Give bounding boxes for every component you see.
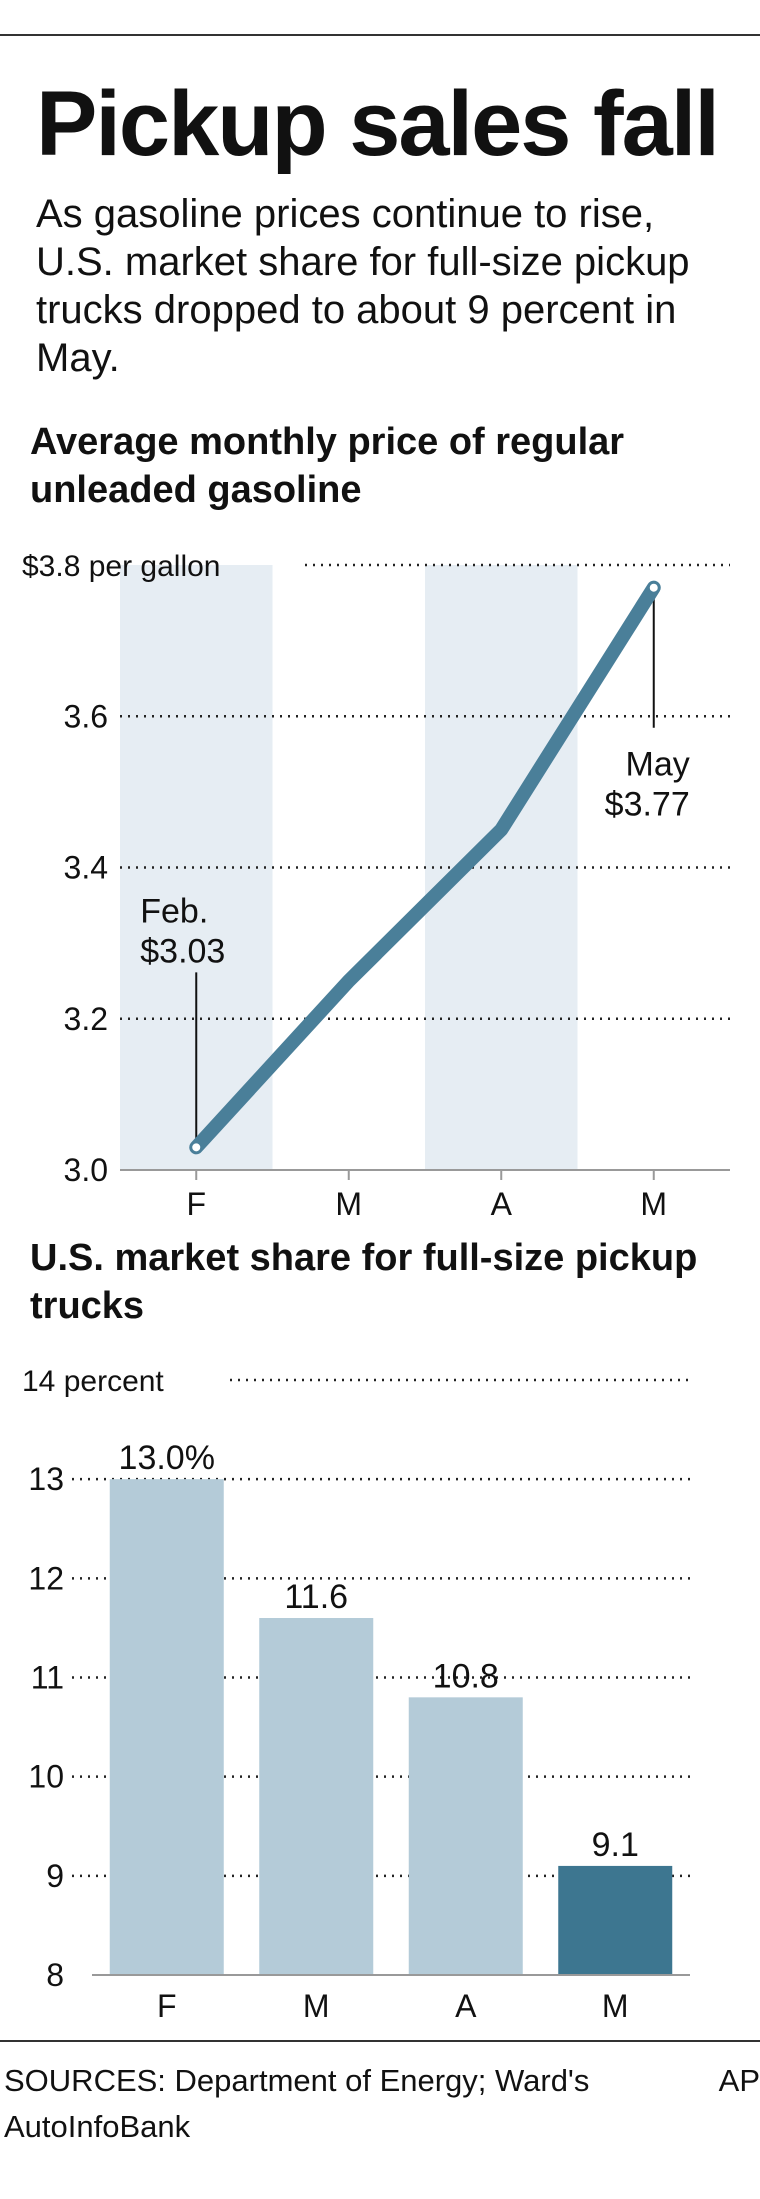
y-tick-label: $3.8 per gallon <box>22 550 221 583</box>
sources-note: SOURCES: Department of Energy; Ward's Au… <box>4 2063 590 2144</box>
bar <box>109 1479 224 1975</box>
annotation-value: $3.03 <box>140 932 225 970</box>
market-share-bar-chart: 8 9 10 11 12 13 14 percent 13.0% 11.6 10.8 9.1 F M A M <box>22 1365 690 2024</box>
y-tick-label: 13 <box>28 1461 64 1497</box>
annotation-label: Feb. <box>140 892 208 930</box>
page-subtitle: As gasoline prices continue to rise, U.S… <box>36 192 690 380</box>
y-tick-label: 3.4 <box>64 850 108 886</box>
gasoline-price-line-chart: 3.0 3.2 3.4 3.6 $3.8 per gallon F M A M Feb.$3.03… <box>22 550 730 1222</box>
x-tick-label: A <box>455 1988 477 2024</box>
footer-rule <box>0 2040 760 2042</box>
y-tick-label: 8 <box>46 1957 64 1993</box>
x-tick-label: M <box>640 1186 667 1222</box>
data-point <box>190 1141 203 1154</box>
gas-chart-title: Average monthly price of regular unleade… <box>30 421 625 511</box>
x-tick-label: F <box>186 1186 206 1222</box>
share-chart-title: U.S. market share for full-size pickup t… <box>30 1237 698 1327</box>
bar <box>259 1618 374 1975</box>
shaded-band <box>425 565 578 1170</box>
bar-value-label: 11.6 <box>284 1578 348 1616</box>
x-tick-label: M <box>303 1988 330 2024</box>
x-tick-label: A <box>491 1186 513 1222</box>
bar-value-label: 10.8 <box>433 1657 499 1695</box>
y-tick-label: 3.2 <box>64 1001 108 1037</box>
y-tick-label: 9 <box>46 1858 64 1894</box>
bar-value-label: 9.1 <box>592 1826 639 1864</box>
annotation-label: May <box>626 746 690 784</box>
y-tick-label: 3.6 <box>64 698 108 734</box>
price-series-line <box>189 580 661 1155</box>
y-tick-label: 14 percent <box>22 1365 164 1398</box>
annotation-value: $3.77 <box>605 786 690 824</box>
bar <box>408 1697 523 1975</box>
y-tick-label: 12 <box>28 1560 64 1596</box>
bar-value-label: 13.0% <box>119 1439 215 1477</box>
y-tick-label: 3.0 <box>64 1152 108 1188</box>
y-tick-label: 10 <box>28 1759 64 1795</box>
x-tick-label: M <box>602 1988 629 2024</box>
credit-label: AP <box>718 2063 760 2098</box>
data-point <box>647 581 660 594</box>
x-tick-label: F <box>157 1988 177 2024</box>
x-tick-label: M <box>335 1186 362 1222</box>
top-rule <box>0 34 760 36</box>
y-tick-label: 11 <box>31 1660 64 1696</box>
bar <box>558 1865 673 1975</box>
page-title: Pickup sales fall <box>36 73 720 175</box>
